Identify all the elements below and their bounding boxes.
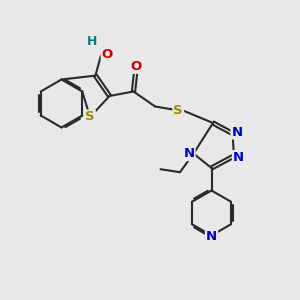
- Text: N: N: [183, 147, 195, 160]
- Text: O: O: [102, 48, 113, 61]
- Text: N: N: [231, 125, 243, 139]
- Text: H: H: [87, 35, 97, 48]
- Text: S: S: [173, 103, 183, 117]
- Text: S: S: [85, 110, 95, 124]
- Text: N: N: [206, 230, 217, 244]
- Text: O: O: [130, 60, 142, 73]
- Text: N: N: [233, 151, 244, 164]
